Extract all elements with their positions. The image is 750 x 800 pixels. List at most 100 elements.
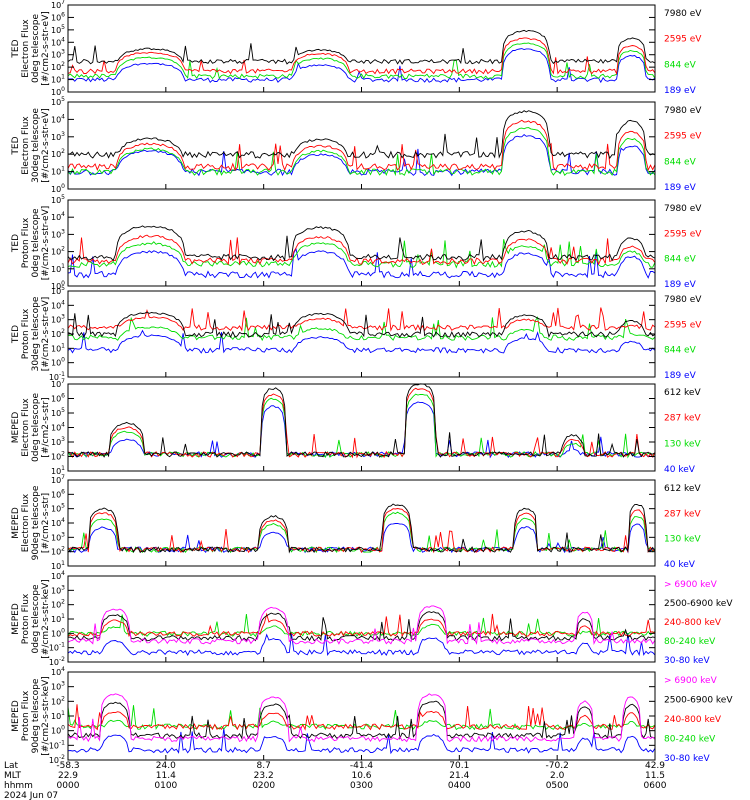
y-tick-label: 102 bbox=[51, 246, 65, 257]
y-axis-label-line: MEPED bbox=[11, 603, 21, 635]
y-tick-label: 105 bbox=[51, 503, 65, 514]
y-tick-label: 104 bbox=[51, 299, 65, 310]
y-axis-label: MEPED Proton Flux 0deg telescope [#/cm2-s-s… bbox=[11, 579, 51, 658]
y-tick-label: 10-1 bbox=[49, 371, 65, 382]
y-axis-label-line: TED bbox=[11, 136, 21, 155]
y-axis-label-line: Electron Flux bbox=[21, 398, 31, 457]
x-tick-label-lat: -41.4 bbox=[350, 761, 374, 771]
y-tick-label: 103 bbox=[51, 436, 65, 447]
series-line-40-kev bbox=[67, 401, 656, 459]
x-tick-label-hhmm: 0500 bbox=[546, 781, 569, 791]
x-axis-row-label: hhmm bbox=[4, 781, 33, 791]
y-axis-label-line: [#/cm2-s-str-eV] bbox=[41, 108, 51, 183]
x-tick-label-lat: -70.2 bbox=[546, 761, 569, 771]
legend-label: 2595 eV bbox=[664, 229, 702, 239]
legend-label: 287 keV bbox=[664, 414, 701, 424]
y-tick-label: 102 bbox=[51, 599, 65, 610]
y-tick-label: 102 bbox=[51, 451, 65, 462]
y-tick-label: 102 bbox=[51, 546, 65, 557]
y-axis-label-line: 0deg telescope bbox=[31, 208, 41, 278]
series-line-240-800-kev bbox=[67, 612, 656, 638]
legend-label: 130 keV bbox=[664, 535, 701, 545]
x-tick-label-lat: 8.7 bbox=[257, 761, 271, 771]
series-line-189-ev bbox=[67, 329, 656, 354]
series-line-844-ev bbox=[67, 316, 656, 342]
legend-label: 7980 eV bbox=[664, 295, 702, 305]
y-tick-label: 104 bbox=[51, 517, 65, 528]
y-tick-label: 105 bbox=[51, 194, 65, 205]
x-tick-label-hhmm: 0400 bbox=[448, 781, 471, 791]
series-line-130-kev bbox=[67, 393, 656, 459]
series-line-844-ev bbox=[67, 42, 656, 80]
y-axis-label-line: Proton Flux bbox=[21, 690, 31, 741]
y-axis-label-line: [#/cm2-s-str] bbox=[41, 493, 51, 553]
legend-label: > 6900 keV bbox=[664, 580, 718, 590]
y-tick-label: 100 bbox=[51, 86, 65, 97]
y-tick-label: 104 bbox=[51, 666, 65, 677]
panel-frame bbox=[67, 383, 656, 472]
y-tick-label: 103 bbox=[51, 531, 65, 542]
series-line-80-240-kev bbox=[67, 705, 656, 731]
y-axis-label-line: 0deg telescope bbox=[31, 584, 41, 654]
y-axis-label: TED Electron Flux 0deg telescope [#/cm2-s-s… bbox=[11, 11, 51, 86]
legend-label: 40 keV bbox=[664, 560, 696, 570]
y-tick-label: 103 bbox=[51, 681, 65, 692]
legend-label: 2595 eV bbox=[664, 132, 702, 142]
legend-label: 7980 eV bbox=[664, 9, 702, 19]
y-tick-label: 100 bbox=[51, 725, 65, 736]
y-tick-label: 103 bbox=[51, 131, 65, 142]
y-tick-label: 100 bbox=[51, 357, 65, 368]
y-tick-label: 106 bbox=[51, 11, 65, 22]
series-line-7980-ev bbox=[67, 225, 656, 262]
y-axis-label-line: MEPED bbox=[11, 507, 21, 539]
y-axis-label-line: Proton Flux bbox=[21, 593, 31, 644]
legend-label: 2595 eV bbox=[664, 35, 702, 45]
series-line-7980-ev bbox=[67, 29, 656, 65]
y-tick-label: 107 bbox=[51, 474, 65, 485]
x-tick-label-hhmm: 0100 bbox=[154, 781, 177, 791]
series-line-612-kev bbox=[67, 503, 656, 554]
series-line-30-80-kev bbox=[67, 727, 656, 755]
x-tick-label-hhmm: 0000 bbox=[57, 781, 80, 791]
y-axis-label-line: Electron Flux bbox=[21, 19, 31, 78]
x-tick-label-mlt: 11.5 bbox=[645, 771, 665, 781]
y-axis-label-line: TED bbox=[11, 234, 21, 253]
series-line-2500-6900-kev bbox=[67, 611, 656, 642]
y-tick-label: 105 bbox=[51, 407, 65, 418]
series-line-240-800-kev bbox=[67, 704, 656, 731]
y-tick-label: 101 bbox=[51, 465, 65, 476]
y-tick-label: 103 bbox=[51, 584, 65, 595]
legend-label: 240-800 keV bbox=[664, 618, 722, 628]
x-axis-row-label: MLT bbox=[4, 771, 22, 781]
panel-frame bbox=[67, 101, 656, 190]
series-line-7980-ev bbox=[67, 110, 656, 159]
y-tick-label: 106 bbox=[51, 393, 65, 404]
legend-label: 7980 eV bbox=[664, 106, 702, 116]
y-tick-label: 101 bbox=[51, 342, 65, 353]
legend-label: 287 keV bbox=[664, 509, 701, 519]
y-axis-label-line: [#/cm2-s-str-keV] bbox=[41, 676, 51, 755]
y-tick-label: 10-2 bbox=[49, 656, 65, 667]
y-tick-label: 105 bbox=[51, 285, 65, 296]
y-tick-label: 10-1 bbox=[49, 642, 65, 653]
legend-label: 612 keV bbox=[664, 388, 701, 398]
y-tick-label: 104 bbox=[51, 113, 65, 124]
y-axis-label-line: 90deg telescope bbox=[31, 678, 41, 753]
legend-label: > 6900 keV bbox=[664, 676, 718, 686]
legend-label: 189 eV bbox=[664, 371, 697, 381]
x-axis-row-label: Lat bbox=[4, 761, 19, 771]
y-tick-label: 104 bbox=[51, 36, 65, 47]
legend-label: 844 eV bbox=[664, 346, 697, 356]
y-tick-label: 102 bbox=[51, 61, 65, 72]
x-tick-label-mlt: 10.6 bbox=[351, 771, 371, 781]
y-axis-label: MEPED Proton Flux 90deg telescope [#/cm2-s-… bbox=[11, 676, 51, 755]
legend-label: 30-80 keV bbox=[664, 754, 710, 764]
legend-label: 80-240 keV bbox=[664, 637, 716, 647]
legend-label: 844 eV bbox=[664, 60, 697, 70]
y-tick-label: 107 bbox=[51, 0, 65, 10]
series-line-612-kev bbox=[67, 383, 656, 458]
